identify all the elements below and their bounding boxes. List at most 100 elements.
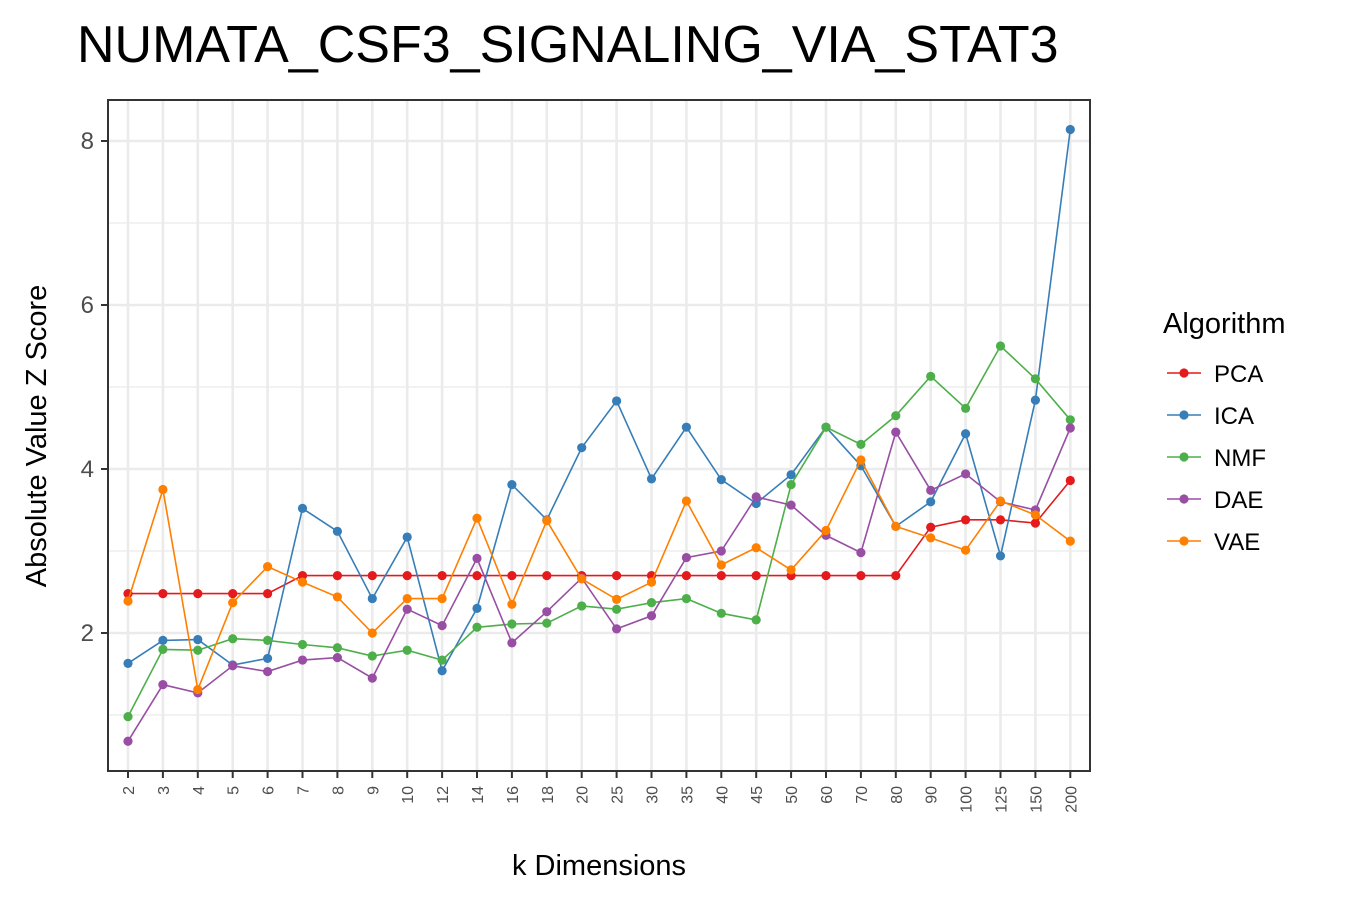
legend-item-dae: DAE (1167, 487, 1263, 514)
data-point-nmf (402, 645, 412, 655)
data-point-nmf (926, 371, 936, 381)
x-tick-label: 4 (191, 786, 208, 795)
data-point-nmf (472, 622, 482, 632)
data-point-nmf (891, 411, 901, 421)
data-point-dae (891, 427, 901, 437)
legend-label: DAE (1214, 487, 1263, 514)
data-point-vae (123, 596, 133, 606)
y-axis-title: Absolute Value Z Score (21, 285, 53, 588)
data-point-pca (681, 571, 692, 581)
data-point-vae (507, 599, 517, 609)
x-tick-label: 9 (365, 786, 382, 795)
plot-grid (108, 100, 1090, 771)
data-point-vae (646, 577, 657, 587)
x-tick-label: 90 (924, 786, 941, 804)
data-point-nmf (856, 439, 866, 449)
series-vae (123, 455, 1075, 695)
legend-label: ICA (1214, 403, 1254, 430)
data-point-ica (995, 551, 1006, 561)
data-point-nmf (1030, 374, 1040, 384)
x-tick-label: 125 (994, 786, 1011, 813)
data-point-ica (961, 429, 971, 439)
data-point-ica (297, 503, 308, 513)
x-tick-label: 3 (156, 786, 173, 795)
legend-item-vae: VAE (1167, 529, 1260, 556)
data-point-vae (926, 533, 936, 543)
x-tick-label: 2 (121, 786, 138, 795)
legend-item-ica: ICA (1167, 403, 1254, 430)
data-point-pca (158, 589, 168, 599)
data-point-vae (716, 560, 726, 570)
data-point-ica (472, 603, 482, 614)
x-tick-label: 100 (959, 786, 976, 813)
data-point-pca (1065, 475, 1075, 486)
data-point-nmf (961, 403, 971, 413)
x-tick-label: 200 (1063, 786, 1080, 813)
data-point-nmf (193, 645, 203, 655)
x-tick-label: 40 (714, 786, 731, 804)
legend-label: PCA (1214, 361, 1263, 388)
data-point-vae (1065, 536, 1075, 546)
data-point-pca (542, 571, 552, 581)
data-point-vae (995, 496, 1006, 506)
data-point-dae (158, 680, 168, 690)
x-tick-label: 45 (749, 786, 766, 804)
series-line-nmf (127, 344, 1071, 717)
data-point-dae (716, 546, 726, 556)
series-dae (123, 423, 1075, 746)
data-point-dae (786, 500, 796, 510)
data-point-nmf (332, 643, 342, 653)
data-point-pca (332, 571, 342, 581)
data-point-ica (263, 653, 273, 664)
data-point-vae (786, 565, 796, 575)
legend: Algorithm PCA ICA NMF DAE VAE (1163, 308, 1286, 556)
data-point-pca (891, 571, 901, 581)
legend-key-point (1179, 452, 1189, 462)
x-axis-title: k Dimensions (512, 850, 686, 882)
data-point-pca (263, 589, 273, 599)
x-tick-label: 16 (505, 786, 522, 804)
data-point-ica (681, 422, 692, 432)
data-point-vae (542, 516, 552, 526)
data-point-nmf (437, 655, 447, 665)
x-tick-label: 60 (819, 786, 836, 804)
data-point-vae (472, 513, 482, 523)
series-nmf (123, 341, 1075, 722)
data-point-nmf (995, 341, 1006, 351)
data-point-vae (681, 496, 692, 506)
legend-key-point (1179, 494, 1189, 504)
data-point-vae (367, 628, 377, 638)
data-point-dae (1065, 423, 1075, 433)
data-point-nmf (367, 651, 377, 661)
series-line-dae (127, 427, 1072, 742)
data-point-pca (228, 589, 238, 599)
data-point-ica (332, 526, 342, 536)
data-point-ica (158, 635, 168, 645)
x-tick-label: 8 (330, 786, 347, 795)
data-point-ica (612, 396, 622, 406)
data-point-nmf (751, 615, 761, 625)
data-point-ica (123, 658, 133, 668)
data-point-dae (751, 492, 761, 502)
x-tick-label: 70 (854, 786, 871, 804)
data-point-pca (297, 571, 308, 581)
data-point-ica (437, 666, 447, 676)
data-point-ica (1030, 395, 1040, 405)
data-point-dae (297, 655, 308, 665)
x-tick-label: 5 (226, 786, 243, 795)
data-point-pca (926, 522, 936, 532)
x-tick-label: 30 (645, 786, 662, 804)
data-point-vae (437, 593, 447, 604)
legend-item-nmf: NMF (1167, 445, 1266, 472)
data-point-ica (646, 474, 657, 484)
data-point-pca (961, 515, 971, 525)
data-point-dae (472, 553, 482, 563)
data-point-pca (716, 571, 726, 581)
data-point-nmf (716, 608, 726, 618)
legend-key-point (1179, 368, 1189, 378)
data-point-ica (926, 497, 936, 507)
data-point-pca (612, 571, 622, 581)
data-point-vae (158, 484, 168, 495)
x-tick-label: 18 (540, 786, 557, 804)
data-point-pca (472, 571, 482, 581)
